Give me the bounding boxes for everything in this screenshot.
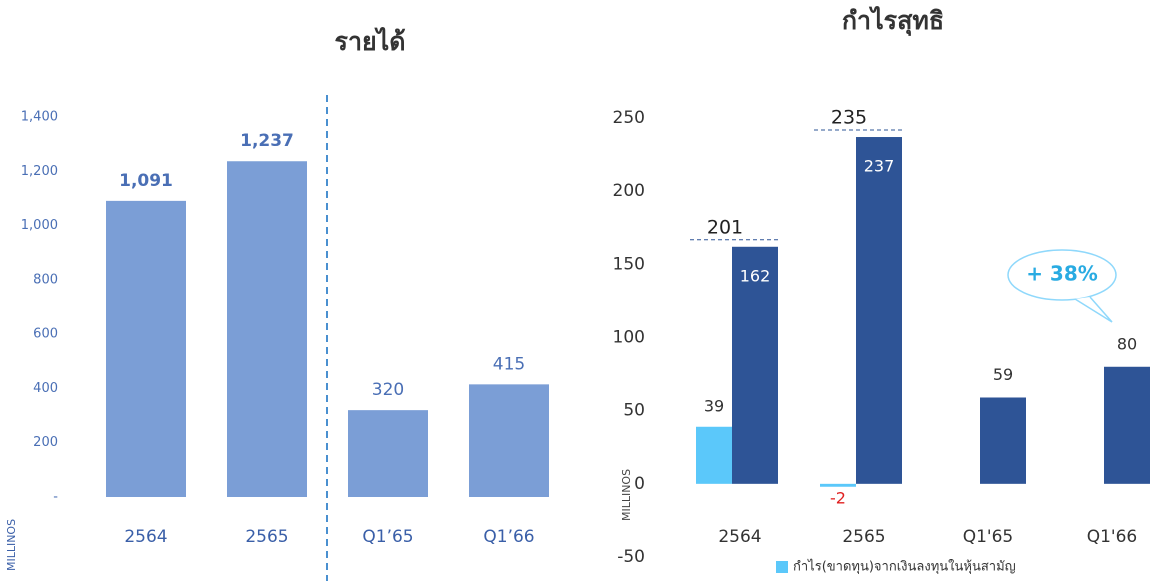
y-tick-label: 0: [634, 474, 645, 494]
y-tick-label: 100: [613, 328, 645, 348]
annotation: + 38%: [1026, 262, 1098, 286]
y-tick-label: 50: [623, 401, 645, 421]
y-tick-label: 1,400: [21, 110, 58, 125]
bar: [696, 426, 732, 484]
bar: [820, 483, 856, 487]
y-axis-label: MILLINOS: [620, 469, 633, 521]
total-label: 235: [831, 107, 867, 129]
value-label: 59: [993, 365, 1013, 384]
x-tick-label: 2565: [245, 527, 288, 547]
x-tick-label: Q1’66: [483, 527, 534, 547]
total-label: 201: [707, 216, 743, 238]
y-tick-label: 600: [33, 327, 58, 342]
x-tick-label: 2564: [124, 527, 167, 547]
legend-swatch: [776, 561, 788, 573]
chart-title: รายได้: [335, 26, 406, 56]
bar: [348, 410, 428, 497]
y-tick-label: -50: [617, 547, 645, 567]
x-tick-label: Q1'65: [963, 527, 1014, 547]
bar: [1104, 366, 1150, 484]
y-tick-label: 1,200: [21, 164, 58, 179]
callout-tail: [1074, 296, 1113, 323]
bar: [469, 384, 549, 497]
y-tick-label: 800: [33, 272, 58, 287]
y-tick-label: 1,000: [21, 218, 58, 233]
bar: [106, 200, 186, 497]
y-tick-label: 400: [33, 381, 58, 396]
bar: [980, 397, 1026, 484]
x-tick-label: Q1'66: [1087, 527, 1138, 547]
value-label: -2: [830, 488, 846, 507]
value-label: 415: [493, 354, 525, 374]
y-tick-label: 250: [613, 108, 645, 128]
y-axis-label: MILLINOS: [5, 519, 18, 571]
value-label: 80: [1117, 334, 1137, 353]
legend-label: กำไร(ขาดทุน)จากเงินลงทุนในหุ้นสามัญ: [793, 559, 1016, 575]
value-label: 1,237: [240, 131, 294, 151]
y-tick-label: 200: [33, 435, 58, 450]
bar: [856, 137, 902, 484]
y-tick-label: -: [53, 490, 58, 505]
callout-bubble: [1007, 249, 1117, 301]
x-tick-label: 2565: [842, 527, 885, 547]
x-tick-label: Q1’65: [362, 527, 413, 547]
x-tick-label: 2564: [718, 527, 761, 547]
value-label: 162: [740, 266, 771, 285]
bar: [227, 161, 307, 497]
value-label: 39: [704, 396, 724, 415]
chart-title: กำไรสุทธิ: [842, 5, 944, 37]
value-label: 320: [372, 380, 404, 400]
bar: [732, 246, 778, 484]
y-tick-label: 200: [613, 181, 645, 201]
y-tick-label: 150: [613, 254, 645, 274]
value-label: 1,091: [119, 171, 173, 191]
value-label: 237: [864, 157, 895, 176]
